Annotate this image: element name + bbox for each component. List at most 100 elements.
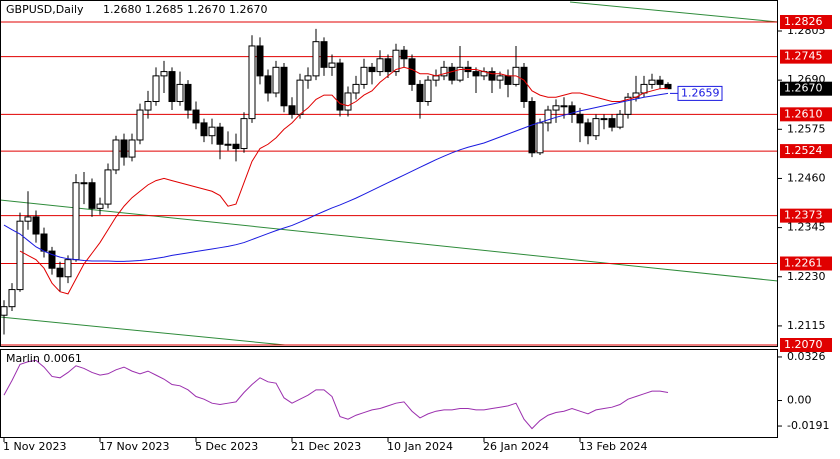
candle-body [656, 79, 664, 85]
candle-body [0, 306, 8, 316]
candle-body [104, 169, 112, 205]
candle-body [224, 143, 232, 146]
trend-line [0, 316, 286, 346]
level-label: 1.2745 [784, 50, 823, 63]
level-label: 1.2524 [784, 144, 823, 157]
level-tag [780, 15, 832, 30]
candle-body [600, 118, 608, 121]
candle-body [168, 71, 176, 103]
symbol: GBPUSD,Daily [6, 3, 84, 16]
candle-body [8, 289, 16, 308]
candle-body [448, 66, 456, 81]
candle-body [376, 58, 384, 73]
level-tag [780, 49, 832, 64]
candle-body [320, 41, 328, 68]
candle-body [400, 49, 408, 60]
header-high: 1.2685 [145, 3, 184, 16]
candle-body [456, 66, 464, 81]
candle-body [136, 109, 144, 141]
last-price-label: 1.2670 [784, 82, 823, 95]
moving-average [3, 92, 669, 262]
x-tick-label: 1 Nov 2023 [3, 440, 66, 453]
candle-body [624, 96, 632, 115]
ma-tag [677, 85, 723, 101]
last-price-tag [780, 81, 832, 96]
candle-body [616, 113, 624, 128]
level-label: 1.2070 [784, 338, 823, 351]
candle-body [344, 92, 352, 111]
x-tick-label: 26 Jan 2024 [483, 440, 549, 453]
candle-body [560, 105, 568, 108]
candle-body [96, 203, 104, 209]
osc-tick-label: 0.0326 [787, 350, 826, 363]
candle-body [384, 58, 392, 73]
candle-body [640, 83, 648, 94]
candle-body [176, 83, 184, 103]
candle-body [128, 139, 136, 158]
candle-body [520, 66, 528, 103]
level-tag [780, 338, 832, 352]
candle-body [24, 216, 32, 222]
candle-body [528, 101, 536, 154]
header-low: 1.2670 [187, 3, 226, 16]
candle-body [264, 75, 272, 94]
candle-body [408, 58, 416, 85]
candle-body [152, 75, 160, 103]
y-tick-label: 1.2460 [787, 171, 826, 184]
candle-body [608, 118, 616, 128]
candle-body [392, 49, 400, 73]
candle-body [88, 182, 96, 209]
y-tick-label: 1.2575 [787, 122, 826, 135]
oscillator-line [3, 359, 669, 430]
candle-body [424, 79, 432, 103]
candle-body [488, 71, 496, 81]
candle-body [288, 105, 296, 115]
y-tick-label: 1.2230 [787, 270, 826, 283]
candle-body [120, 139, 128, 158]
candle-body [112, 139, 120, 171]
y-tick-label: 1.2115 [787, 319, 826, 332]
candle-body [472, 71, 480, 77]
candle-body [56, 267, 64, 278]
x-tick-label: 21 Dec 2023 [291, 440, 361, 453]
candle-body [568, 105, 576, 115]
trend-line [569, 1, 779, 23]
candle-body [240, 118, 248, 150]
moving-average [19, 66, 669, 295]
main-panel-frame [0, 0, 778, 347]
candle-body [80, 182, 88, 185]
level-label: 1.2610 [784, 107, 823, 120]
level-tag [780, 144, 832, 159]
oscillator-panel-frame [0, 349, 778, 438]
osc-tick-label: 0.00 [787, 394, 812, 407]
oscillator-title: Marlin 0.0061 [6, 352, 82, 365]
candle-body [192, 109, 200, 124]
candle-body [208, 126, 216, 137]
candle-body [584, 122, 592, 137]
header-open: 1.2680 [103, 3, 142, 16]
candle-body [200, 122, 208, 137]
candle-body [272, 66, 280, 94]
candle-body [576, 113, 584, 124]
candle-body [144, 101, 152, 111]
candle-body [64, 259, 72, 278]
x-tick-label: 10 Jan 2024 [387, 440, 453, 453]
candle-body [648, 79, 656, 85]
candle-body [160, 71, 168, 77]
candle-body [16, 220, 24, 291]
candle-body [296, 79, 304, 115]
x-tick-label: 5 Dec 2023 [195, 440, 258, 453]
candle-body [256, 45, 264, 77]
candle-body [248, 45, 256, 120]
candle-body [232, 143, 240, 150]
candle-body [504, 75, 512, 85]
candle-body [440, 66, 448, 77]
candle-body [40, 233, 48, 252]
candle-body [432, 75, 440, 81]
level-tag [780, 107, 832, 122]
osc-tick-label: -0.0191 [787, 419, 829, 432]
trend-line [0, 199, 779, 282]
level-label: 1.2826 [784, 15, 823, 28]
